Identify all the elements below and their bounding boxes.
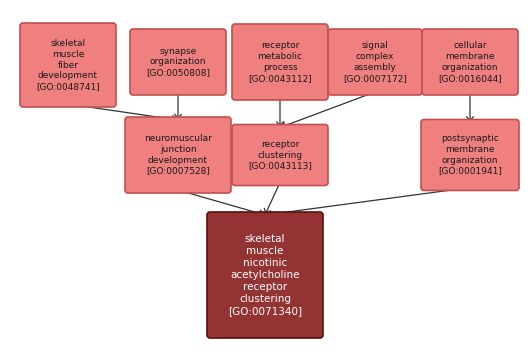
FancyBboxPatch shape [207,212,323,338]
FancyBboxPatch shape [421,120,519,190]
Text: signal
complex
assembly
[GO:0007172]: signal complex assembly [GO:0007172] [343,41,407,83]
Text: synapse
organization
[GO:0050808]: synapse organization [GO:0050808] [146,47,210,77]
FancyBboxPatch shape [232,24,328,100]
FancyBboxPatch shape [232,125,328,185]
Text: postsynaptic
membrane
organization
[GO:0001941]: postsynaptic membrane organization [GO:0… [438,134,502,176]
Text: skeletal
muscle
nicotinic
acetylcholine
receptor
clustering
[GO:0071340]: skeletal muscle nicotinic acetylcholine … [228,234,302,316]
FancyBboxPatch shape [328,29,422,95]
Text: receptor
metabolic
process
[GO:0043112]: receptor metabolic process [GO:0043112] [248,41,312,83]
Text: cellular
membrane
organization
[GO:0016044]: cellular membrane organization [GO:00160… [438,41,502,83]
FancyBboxPatch shape [422,29,518,95]
FancyBboxPatch shape [125,117,231,193]
FancyBboxPatch shape [20,23,116,107]
Text: neuromuscular
junction
development
[GO:0007528]: neuromuscular junction development [GO:0… [144,134,212,176]
Text: skeletal
muscle
fiber
development
[GO:0048741]: skeletal muscle fiber development [GO:00… [36,39,100,91]
FancyBboxPatch shape [130,29,226,95]
Text: receptor
clustering
[GO:0043113]: receptor clustering [GO:0043113] [248,140,312,170]
